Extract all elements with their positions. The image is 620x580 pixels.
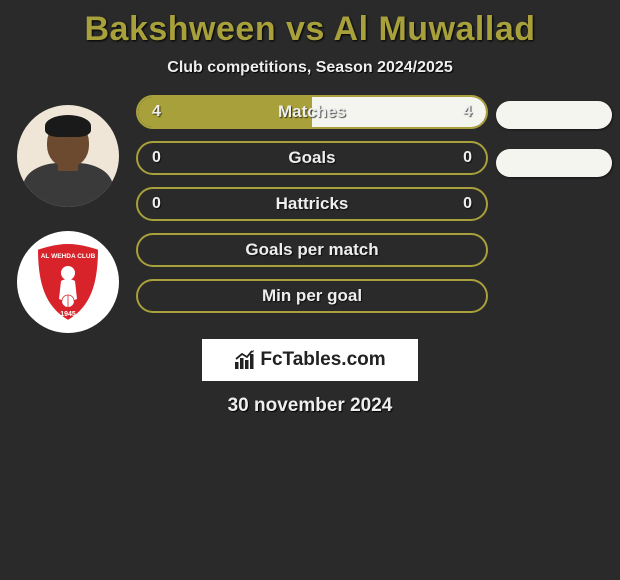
- club-badge: AL WEHDA CLUB 1945: [17, 231, 119, 333]
- summary-pill: [496, 149, 612, 177]
- svg-text:AL WEHDA CLUB: AL WEHDA CLUB: [41, 253, 96, 260]
- left-column: AL WEHDA CLUB 1945: [8, 95, 128, 333]
- stat-bar: Min per goal: [136, 279, 488, 313]
- stats-column: 44Matches 00Goals 00Hattricks Goals per mat…: [128, 95, 496, 325]
- stat-bar: 00Goals: [136, 141, 488, 175]
- stat-bar: 00Hattricks: [136, 187, 488, 221]
- chart-icon: [234, 350, 256, 370]
- subtitle: Club competitions, Season 2024/2025: [8, 59, 612, 77]
- shield-icon: AL WEHDA CLUB 1945: [33, 241, 103, 323]
- stat-label: Goals per match: [138, 235, 486, 265]
- summary-pill: [496, 101, 612, 129]
- stat-label: Goals: [138, 143, 486, 173]
- comparison-card: Bakshween vs Al Muwallad Club competitio…: [0, 0, 620, 417]
- player-avatar: [17, 105, 119, 207]
- stat-label: Matches: [138, 97, 486, 127]
- stat-bar: Goals per match: [136, 233, 488, 267]
- brand-text: FcTables.com: [260, 349, 385, 371]
- date-label: 30 november 2024: [8, 395, 612, 417]
- stat-bar: 44Matches: [136, 95, 488, 129]
- page-title: Bakshween vs Al Muwallad: [8, 10, 612, 49]
- right-column: [496, 95, 612, 197]
- club-year: 1945: [60, 311, 76, 318]
- brand-box[interactable]: FcTables.com: [202, 339, 418, 381]
- stat-label: Hattricks: [138, 189, 486, 219]
- stat-label: Min per goal: [138, 281, 486, 311]
- body-row: AL WEHDA CLUB 1945 44Matches 00Goals 00Hat…: [8, 95, 612, 333]
